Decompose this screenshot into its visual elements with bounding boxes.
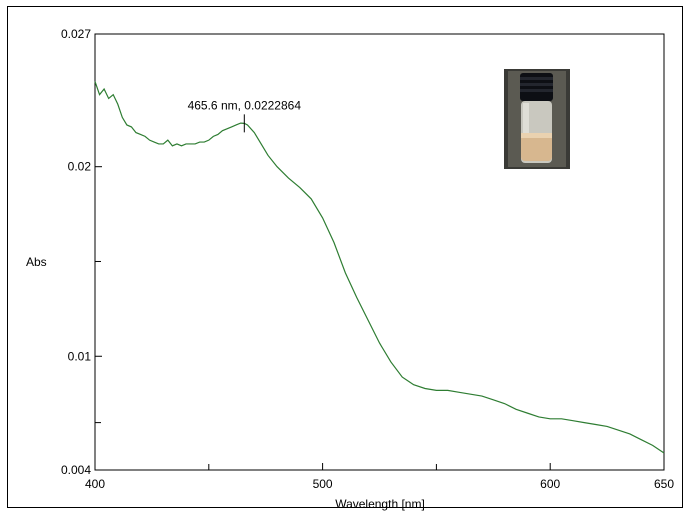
y-axis-label: Abs	[26, 255, 47, 269]
x-tick-label: 500	[313, 477, 333, 491]
x-tick-label: 400	[85, 477, 105, 491]
y-tick-label: 0.027	[61, 27, 91, 41]
series-group	[94, 81, 665, 454]
ticks-group: 0.004 0.01 0.02 0.027 400 500 600 650	[61, 27, 674, 491]
x-axis-label: Wavelength [nm]	[335, 497, 425, 511]
chart-frame	[7, 6, 683, 508]
vial-photo	[504, 69, 570, 169]
x-tick-label: 650	[654, 477, 674, 491]
plot-area	[94, 33, 665, 471]
y-tick-label: 0.004	[61, 463, 91, 477]
annotation-group: 465.6 nm, 0.0222864	[188, 98, 302, 133]
y-tick-label: 0.02	[68, 160, 92, 174]
series-line	[94, 81, 665, 454]
y-tick-label: 0.01	[68, 349, 92, 363]
annotation-label: 465.6 nm, 0.0222864	[188, 98, 302, 112]
axes-group	[94, 33, 665, 471]
x-tick-label: 600	[540, 477, 560, 491]
